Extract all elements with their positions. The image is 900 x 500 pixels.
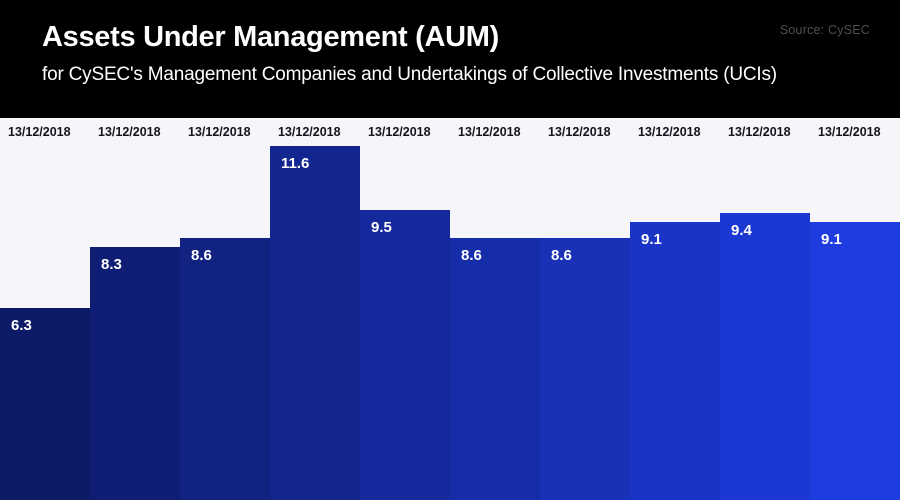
bar-value-label: 9.1 [641,231,662,249]
bar: 8.3 [90,246,180,500]
bar: 8.6 [540,237,630,500]
chart-column: 13/12/2018 8.6 [180,118,270,500]
page-title: Assets Under Management (AUM) [42,21,499,53]
bar-value-label: 9.1 [821,231,842,249]
bar-date-label: 13/12/2018 [728,125,791,139]
bar-value-label: 6.3 [11,316,32,334]
chart-column: 13/12/2018 9.5 [360,118,450,500]
bar-value-label: 9.5 [371,219,392,237]
bar-value-label: 8.6 [461,246,482,264]
bar-value-label: 8.6 [551,246,572,264]
bar: 8.6 [180,237,270,500]
bar: 6.3 [0,307,90,500]
bar-date-label: 13/12/2018 [368,125,431,139]
header: Source: CySEC Assets Under Management (A… [0,0,900,118]
bar-date-label: 13/12/2018 [8,125,71,139]
chart-column: 13/12/2018 9.1 [630,118,720,500]
bar-date-label: 13/12/2018 [278,125,341,139]
bar-value-label: 11.6 [281,155,310,172]
chart-column: 13/12/2018 9.1 [810,118,900,500]
source-label: Source: CySEC [779,23,870,37]
bar-value-label: 9.4 [731,222,752,240]
bar-date-label: 13/12/2018 [188,125,251,139]
bar: 9.1 [810,222,900,500]
bar-date-label: 13/12/2018 [638,125,701,139]
page-subtitle: for CySEC's Management Companies and Und… [42,64,777,86]
aum-bar-chart: 13/12/2018 6.3 13/12/2018 8.3 13/12/2018 8.6 1… [0,118,900,500]
bar: 9.4 [720,213,810,500]
bar: 9.1 [630,222,720,500]
chart-column: 13/12/2018 6.3 [0,118,90,500]
bar-value-label: 8.3 [101,255,122,273]
chart-column: 13/12/2018 9.4 [720,118,810,500]
bar: 11.6 [270,146,360,500]
chart-column: 13/12/2018 8.3 [90,118,180,500]
bar-value-label: 8.6 [191,246,212,264]
chart-column: 13/12/2018 8.6 [450,118,540,500]
chart-column: 13/12/2018 8.6 [540,118,630,500]
bar-date-label: 13/12/2018 [818,125,881,139]
bar-date-label: 13/12/2018 [548,125,611,139]
chart-column: 13/12/2018 11.6 [270,118,360,500]
bar-date-label: 13/12/2018 [98,125,161,139]
bar-date-label: 13/12/2018 [458,125,521,139]
bar: 8.6 [450,237,540,500]
bar: 9.5 [360,210,450,500]
